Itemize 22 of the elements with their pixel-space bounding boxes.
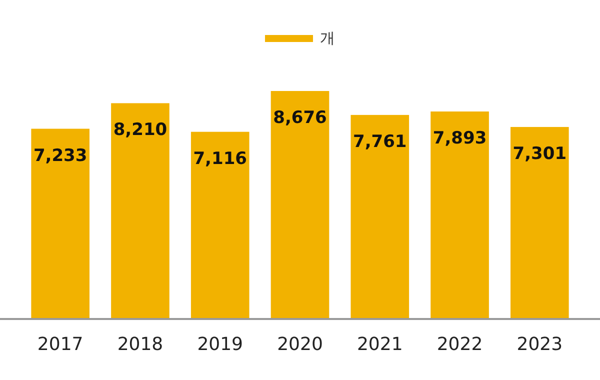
data-label: 8,676 [273,108,327,128]
bar [510,126,569,318]
x-tick-label: 2023 [516,334,563,355]
x-tick-label: 2022 [436,334,483,355]
x-tick-label: 2019 [197,334,244,355]
bar [111,103,170,318]
x-tick-label: 2018 [117,334,164,355]
data-label: 7,761 [352,132,407,152]
bar [430,111,489,318]
bar [350,114,410,318]
data-label: 7,301 [512,144,567,164]
bar [270,91,330,318]
bar [190,132,250,318]
legend-label: 개 [320,29,335,47]
x-tick-label: 2021 [356,334,403,355]
data-label: 8,210 [113,120,168,140]
bar [31,128,90,318]
x-tick-label: 2020 [277,334,323,355]
data-label: 7,233 [33,146,88,166]
data-label: 7,116 [193,148,248,169]
data-label: 7,893 [432,128,487,148]
x-tick-label: 2017 [37,334,84,355]
